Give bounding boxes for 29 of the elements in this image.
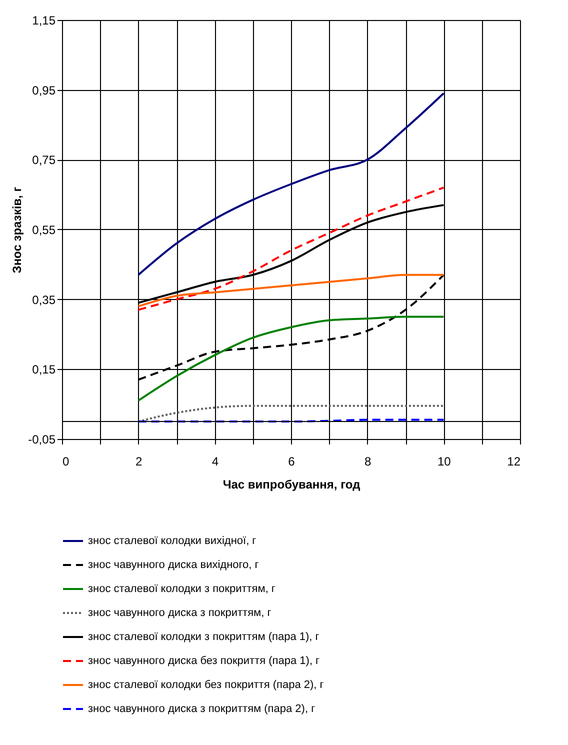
x-tick-label: 12 [507, 454, 521, 468]
x-tick-label: 6 [288, 454, 296, 468]
legend-label: знос чавунного диска вихідного, г [88, 559, 259, 571]
x-tick-label: 8 [364, 454, 372, 468]
legend-label: знос сталевої колодки з покриттям (пара 1), г [88, 631, 320, 643]
x-tick-label: 2 [135, 454, 142, 468]
legend-label: знос сталевої колодки з покриттям, г [88, 583, 276, 595]
y-tick-label: 1,15 [32, 14, 56, 28]
y-tick-label: 0,95 [32, 83, 56, 98]
legend-label: знос сталевої колодки без покриття (пара 2), г [88, 679, 324, 691]
y-tick-label: 0,35 [32, 292, 56, 307]
x-tick-label: 0 [62, 454, 70, 468]
y-tick-label: 0,15 [32, 362, 56, 377]
line-series [137, 92, 445, 276]
legend-label: знос сталевої колодки вихідної, г [88, 535, 256, 547]
legend-label: знос чавунного диска без покриття (пара 1), г [88, 655, 320, 667]
y-tick-label: 0,75 [32, 153, 56, 168]
line-series [137, 404, 445, 423]
line-series [137, 316, 445, 402]
legend-label: знос чавунного диска з покриттям, г [88, 607, 272, 619]
y-tick-label: 0,55 [32, 223, 56, 237]
x-axis-title: Час випробування, год [222, 478, 361, 492]
x-tick-label: 10 [437, 454, 452, 468]
y-axis-title: Знос зразків, г [10, 186, 24, 274]
x-tick-label: 4 [212, 454, 219, 468]
line-series [137, 274, 445, 308]
line-series [137, 186, 445, 311]
legend-label: знос чавунного диска з покриттям (пара 2), г [88, 703, 316, 715]
y-tick-label: -0,05 [28, 432, 56, 446]
